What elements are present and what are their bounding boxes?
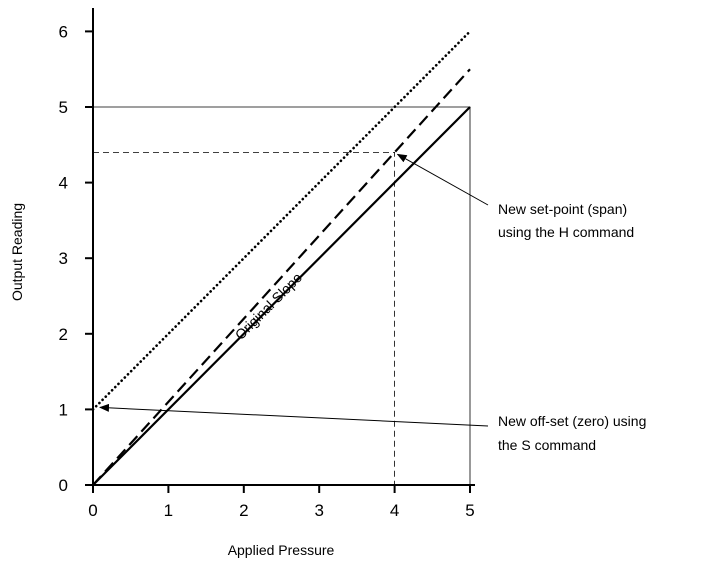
annotation-span-arrow: [396, 153, 489, 206]
series-dashed: [92, 68, 471, 486]
x-tick-label: 4: [390, 501, 399, 520]
x-tick-label: 5: [465, 501, 474, 520]
annotation-span-line-1: New set-point (span): [498, 201, 627, 217]
y-axis-title: Output Reading: [9, 203, 25, 301]
annotation-zero-arrow: [99, 403, 489, 427]
x-tick-label: 1: [164, 501, 173, 520]
annotation-zero: New off-set (zero) using the S command: [99, 403, 646, 453]
y-tick-label: 1: [59, 400, 68, 419]
annotation-zero-line-2: the S command: [498, 437, 596, 453]
axes: [92, 8, 475, 486]
annotation-zero-line-1: New off-set (zero) using: [498, 413, 646, 429]
ticks: 0 1 2 3 4 5 6 0 1 2 3 4 5: [59, 22, 475, 520]
series-lines: [91, 30, 472, 486]
series-original-slope: [92, 106, 471, 486]
y-tick-label: 2: [59, 325, 68, 344]
y-tick-label: 6: [59, 22, 68, 41]
y-tick-label: 4: [59, 174, 68, 193]
x-tick-label: 3: [314, 501, 323, 520]
series-dotted: [91, 30, 472, 411]
x-axis-title: Applied Pressure: [228, 542, 335, 558]
y-tick-label: 0: [59, 476, 68, 495]
x-tick-label: 2: [239, 501, 248, 520]
span-guide-line: [93, 151, 396, 485]
annotation-span-line-2: using the H command: [498, 224, 634, 240]
y-tick-label: 5: [59, 98, 68, 117]
line-label-original-slope: Original Slope: [232, 269, 306, 343]
y-tick-label: 3: [59, 249, 68, 268]
annotation-span: New set-point (span) using the H command: [396, 153, 634, 240]
x-tick-label: 0: [88, 501, 97, 520]
